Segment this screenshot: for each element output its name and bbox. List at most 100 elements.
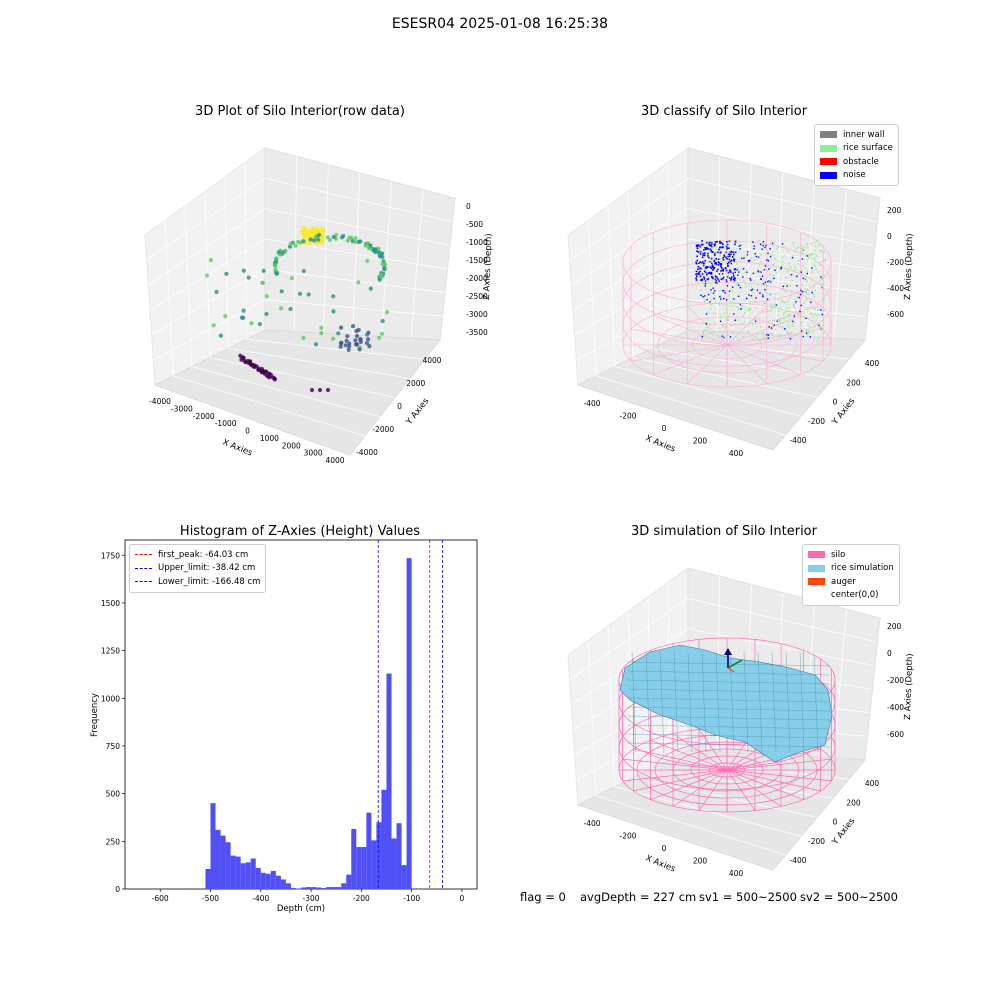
classify-point	[799, 293, 802, 296]
classify-point	[754, 300, 756, 302]
raw-data-point	[238, 353, 243, 358]
raw-x-axis-label: X Axies	[221, 438, 254, 459]
classify-point	[769, 273, 771, 276]
classify-point	[709, 261, 711, 263]
classify-noise-point	[695, 270, 698, 273]
classify-point	[733, 274, 735, 276]
classify-point	[787, 324, 789, 326]
simulation-x-axis-label: X Axies	[644, 854, 677, 875]
classify-point	[740, 269, 742, 271]
classify-point	[745, 309, 747, 312]
classify-noise-point	[701, 273, 704, 275]
classify-point	[740, 322, 743, 325]
classify-noise-point	[695, 273, 697, 276]
classify-point	[766, 270, 768, 272]
classify-point	[811, 313, 813, 315]
classify-point	[751, 257, 753, 259]
classify-point	[777, 245, 780, 248]
raw-data-point	[345, 334, 350, 339]
classify-point	[766, 259, 768, 261]
raw-data-point	[353, 239, 358, 245]
classify-noise-point	[721, 269, 723, 272]
raw-z-tick-label: -3500	[466, 328, 488, 337]
classify-point	[824, 250, 826, 253]
classify-point	[800, 247, 803, 249]
classify-point	[763, 269, 766, 271]
classify-noise-point	[728, 253, 730, 255]
classify-noise-point	[697, 266, 700, 268]
silo-floor-spoke	[726, 769, 832, 782]
classify-point	[794, 322, 796, 324]
legend-item-noise: noise	[820, 169, 893, 183]
classify-point	[748, 309, 751, 311]
classify-point	[707, 312, 709, 314]
raw-data-point	[310, 226, 316, 231]
classify-point	[799, 316, 801, 319]
histogram-bar	[326, 887, 332, 889]
classify-point	[745, 306, 748, 308]
classify-point	[710, 289, 712, 291]
classify-point	[801, 291, 804, 293]
silo-floor-spoke	[653, 315, 728, 346]
classify-point	[713, 277, 715, 279]
grid-line	[651, 767, 834, 799]
classify-point	[736, 284, 738, 286]
classify-y-tick-label: 400	[865, 359, 880, 368]
classify-point	[759, 292, 761, 294]
classify-point	[777, 299, 780, 301]
classify-noise-point	[709, 266, 712, 268]
classify-point	[770, 327, 773, 329]
classify-point	[702, 332, 705, 335]
silo-floor-spoke	[686, 344, 728, 385]
classify-noise-point	[696, 245, 698, 248]
classify-point	[787, 307, 790, 310]
grid-line	[246, 338, 426, 360]
raw-data-point	[272, 376, 277, 381]
classify-point	[730, 253, 732, 256]
raw-data-point	[263, 369, 268, 374]
classify-noise-point	[703, 252, 706, 255]
classify-noise-point	[699, 245, 701, 248]
raw-data-point	[246, 275, 251, 280]
classify-noise-point	[722, 270, 725, 272]
classify-point	[810, 301, 812, 303]
classify-noise-point	[717, 268, 719, 271]
classify-point	[721, 335, 723, 337]
histogram-bar	[255, 868, 261, 889]
classify-noise-point	[720, 265, 722, 268]
classify-point	[742, 336, 745, 338]
classify-point	[733, 280, 736, 282]
classify-point	[777, 292, 779, 295]
raw-data-point	[344, 338, 349, 343]
classify-noise-point	[707, 266, 709, 268]
simulation-z-axis-label: Z Axies (Depth)	[903, 653, 915, 720]
classify-point	[808, 293, 810, 295]
classify-point	[787, 326, 789, 328]
grid-line	[191, 366, 381, 418]
grid-line	[264, 299, 443, 317]
classify-noise-point	[728, 258, 731, 261]
classify-point	[769, 248, 771, 250]
classify-noise-point	[717, 258, 720, 260]
classify-point	[713, 321, 716, 324]
classify-noise-point	[695, 262, 698, 265]
classify-point	[805, 329, 808, 331]
classify-point	[775, 305, 777, 308]
classify-point	[712, 334, 714, 336]
histogram-bar	[285, 883, 291, 889]
histogram-bar	[336, 887, 342, 889]
raw-data-point	[349, 235, 354, 240]
histogram-y-tick-label: 750	[106, 742, 121, 751]
classify-noise-point	[711, 266, 714, 268]
classify-point	[700, 289, 702, 291]
classify-noise-point	[710, 245, 712, 247]
raw-x-tick-label: 2000	[282, 441, 301, 450]
classify-point	[787, 310, 789, 313]
classify-noise-point	[720, 263, 723, 265]
classify-point	[757, 283, 759, 286]
legend-swatch	[820, 158, 837, 166]
classify-noise-point	[716, 277, 719, 280]
classify-point	[807, 311, 809, 313]
classify-point	[737, 295, 740, 297]
legend-swatch	[808, 592, 825, 599]
